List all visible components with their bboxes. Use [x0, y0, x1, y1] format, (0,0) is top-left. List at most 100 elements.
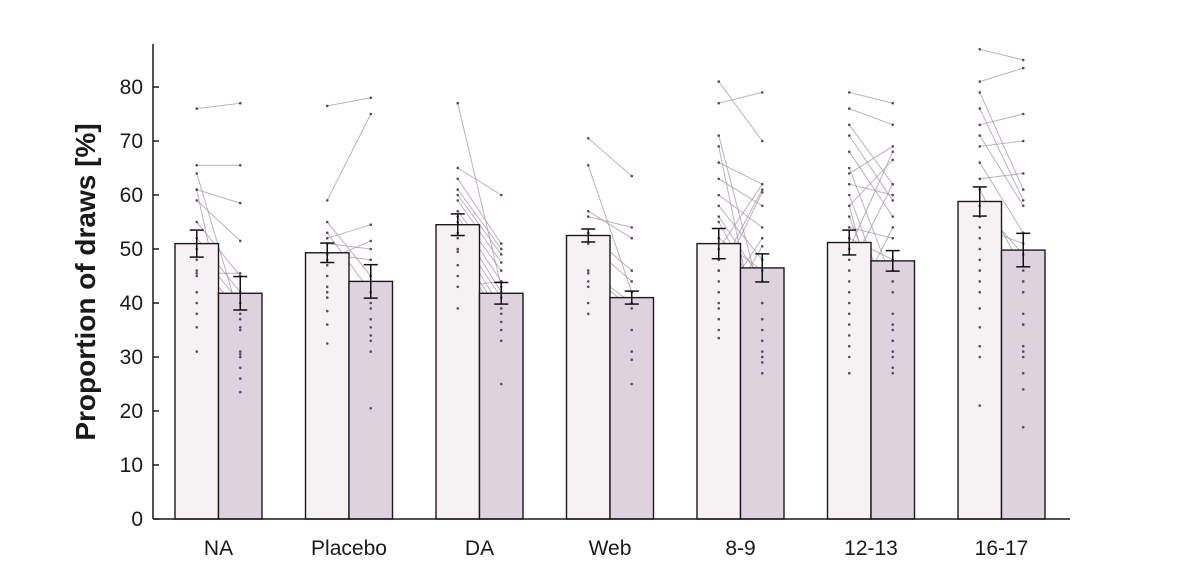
- paired-line: [979, 162, 1024, 234]
- data-point: [238, 164, 242, 167]
- bar-da-first: [435, 223, 481, 520]
- data-point: [630, 236, 634, 240]
- data-point: [717, 204, 721, 208]
- data-point: [847, 290, 851, 294]
- bar-16-17-second: [1000, 249, 1046, 520]
- y-tick-label: 40: [120, 292, 143, 315]
- paired-line: [718, 194, 763, 228]
- data-point: [717, 220, 721, 224]
- y-tick-label: 60: [120, 184, 143, 207]
- data-point: [717, 269, 721, 272]
- data-point: [760, 301, 764, 305]
- data-point: [847, 312, 851, 316]
- data-point: [847, 280, 851, 283]
- data-point: [369, 407, 373, 410]
- data-point: [586, 272, 590, 275]
- data-point: [978, 226, 982, 229]
- data-point: [238, 353, 242, 356]
- paired-line: [848, 135, 894, 201]
- data-point: [978, 258, 982, 262]
- data-point: [717, 301, 721, 305]
- data-point: [1021, 350, 1025, 353]
- paired-line: [587, 210, 633, 239]
- data-point: [1021, 344, 1025, 348]
- data-point: [586, 242, 590, 245]
- paired-line: [588, 216, 632, 228]
- bars-layer: [174, 200, 1046, 520]
- data-point: [891, 350, 895, 353]
- data-point: [978, 236, 982, 240]
- data-point: [369, 326, 373, 329]
- paired-line: [718, 178, 763, 207]
- data-point: [499, 253, 503, 256]
- data-point: [325, 263, 329, 267]
- data-point: [499, 269, 503, 272]
- data-point: [717, 145, 721, 148]
- x-tick-label-8-9: 8-9: [725, 537, 755, 560]
- paired-line: [979, 140, 1024, 147]
- paired-line: [979, 92, 1024, 190]
- data-point: [847, 123, 851, 127]
- data-point: [891, 145, 895, 148]
- data-point: [847, 166, 851, 170]
- error-bar: [320, 242, 335, 264]
- paired-line: [848, 151, 894, 217]
- data-point: [717, 101, 721, 105]
- data-point: [1021, 199, 1025, 202]
- y-tick-label: 70: [120, 130, 143, 153]
- data-point: [325, 323, 329, 326]
- data-point: [238, 390, 242, 394]
- data-point: [760, 204, 764, 208]
- data-point: [978, 355, 982, 359]
- data-point: [238, 239, 242, 243]
- data-point: [195, 172, 199, 175]
- data-point: [499, 247, 503, 251]
- data-point: [760, 328, 764, 332]
- paired-line: [718, 183, 763, 250]
- error-bar: [711, 227, 726, 260]
- bar-na-first: [174, 242, 220, 520]
- data-point: [891, 312, 895, 316]
- data-point: [456, 247, 460, 251]
- data-point: [630, 226, 634, 229]
- paired-line: [849, 91, 893, 104]
- data-point: [369, 247, 373, 251]
- data-point: [325, 199, 329, 202]
- bar-12-13-first: [826, 241, 872, 520]
- data-point: [586, 301, 590, 305]
- data-point: [499, 320, 503, 324]
- paired-line: [848, 124, 894, 185]
- data-point: [499, 312, 503, 316]
- error-bar: [1016, 232, 1031, 268]
- data-point: [1021, 280, 1025, 283]
- data-point: [978, 404, 982, 407]
- data-point: [238, 101, 242, 105]
- y-tick-label: 10: [120, 454, 143, 477]
- data-point: [195, 290, 199, 294]
- x-tick-label-da: DA: [465, 537, 494, 560]
- data-point: [847, 107, 851, 110]
- data-point: [1021, 355, 1025, 359]
- data-point: [1021, 388, 1025, 391]
- data-point: [630, 382, 634, 386]
- data-point: [891, 193, 895, 197]
- error-bar: [233, 275, 248, 311]
- data-point: [717, 80, 721, 83]
- data-point: [717, 215, 721, 218]
- data-point: [891, 328, 895, 332]
- data-point: [499, 242, 503, 245]
- error-bar: [972, 186, 987, 217]
- data-point: [630, 328, 634, 332]
- data-point: [456, 188, 460, 191]
- data-point: [891, 290, 895, 294]
- paired-line: [457, 178, 502, 244]
- paired-line: [457, 189, 502, 250]
- data-point: [1021, 425, 1025, 429]
- bar-da-second: [478, 292, 524, 520]
- bar-12-13-second: [870, 260, 916, 520]
- paired-line: [979, 172, 1024, 180]
- data-point: [238, 317, 242, 321]
- data-point: [847, 371, 851, 375]
- data-point: [325, 342, 329, 345]
- data-point: [847, 215, 851, 218]
